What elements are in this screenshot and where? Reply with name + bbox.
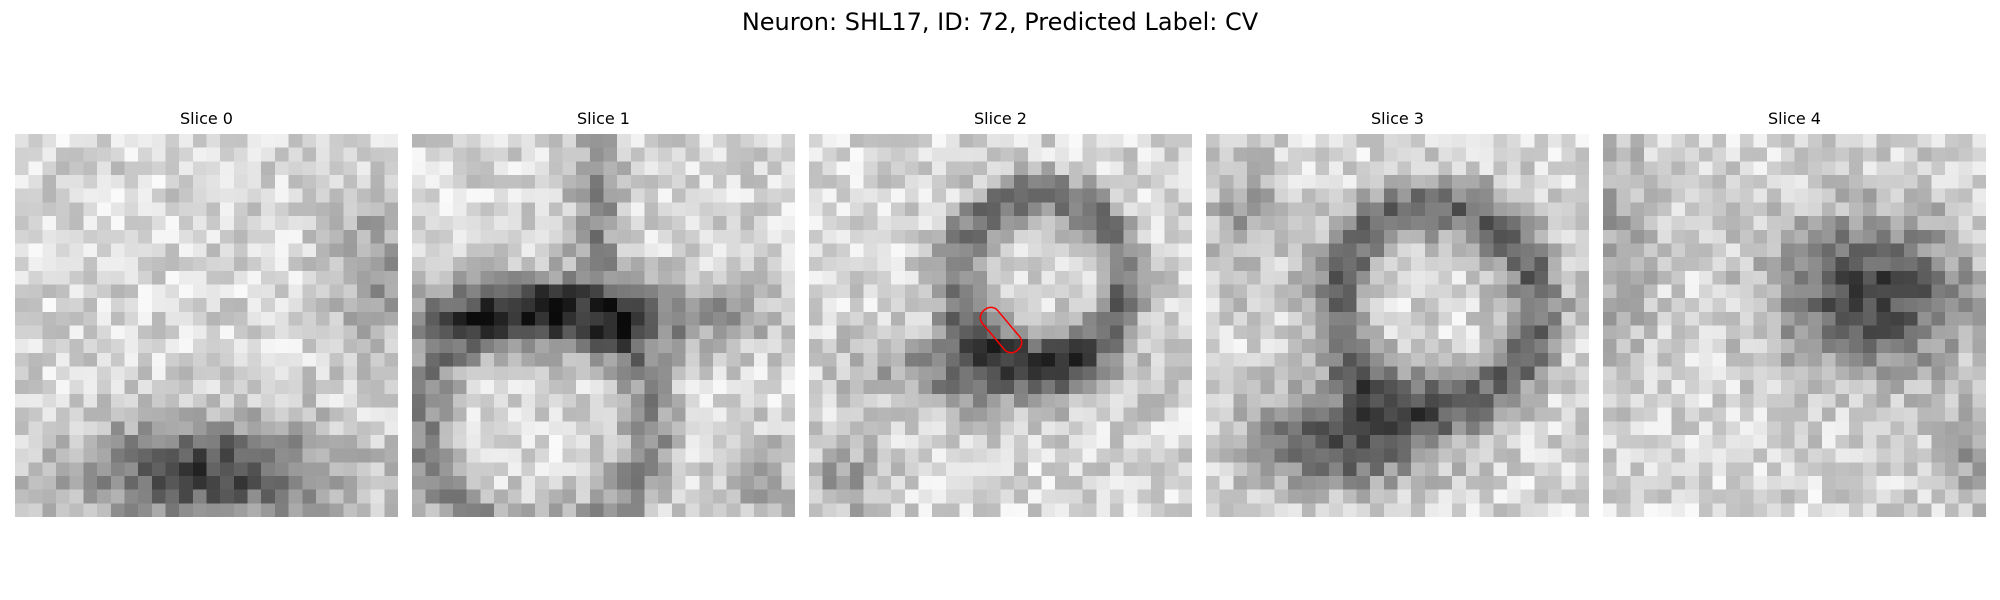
slice-title: Slice 1: [577, 109, 630, 128]
slice-title: Slice 3: [1371, 109, 1424, 128]
slice-panel-4: Slice 4: [1603, 108, 1986, 517]
slice-image-4: [1603, 134, 1986, 517]
slice-title: Slice 2: [974, 109, 1027, 128]
figure-title: Neuron: SHL17, ID: 72, Predicted Label: …: [741, 8, 1259, 36]
slice-image-0: [15, 134, 398, 517]
slice-panel-0: Slice 0: [15, 108, 398, 517]
slice-image-2: [809, 134, 1192, 517]
slice-title: Slice 0: [180, 109, 233, 128]
slice-image-1: [412, 134, 795, 517]
slice-title: Slice 4: [1768, 109, 1821, 128]
slice-image-3: [1206, 134, 1589, 517]
slice-panel-2: Slice 2: [809, 108, 1192, 517]
slice-panel-3: Slice 3: [1206, 108, 1589, 517]
slice-panel-1: Slice 1: [412, 108, 795, 517]
